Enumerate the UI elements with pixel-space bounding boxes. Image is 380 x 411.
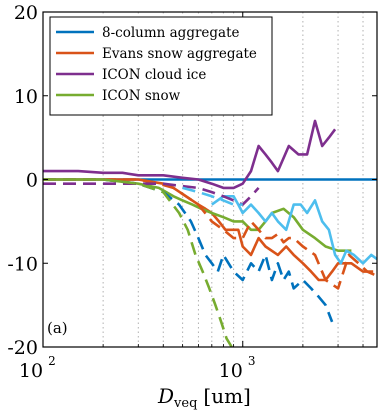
- series-layer: [43, 119, 378, 348]
- legend-box: [49, 16, 273, 116]
- panel-label: (a): [47, 319, 68, 337]
- x-tick-exponent: 2: [48, 354, 56, 368]
- series-line-4: [211, 195, 378, 265]
- legend: 8-column aggregate Evans snow aggregate IC…: [49, 16, 273, 116]
- x-tick-label: 10: [219, 360, 243, 382]
- legend-entry-1: Evans snow aggregate: [102, 46, 257, 62]
- series-line-6: [43, 178, 378, 290]
- series-line-5: [43, 178, 334, 323]
- legend-entry-0: 8-column aggregate: [102, 25, 240, 41]
- y-tick-label: 0: [26, 170, 38, 192]
- legend-entry-3: ICON snow: [102, 88, 181, 104]
- x-axis-symbol: D: [157, 384, 174, 408]
- x-axis-subscript: veq: [173, 396, 197, 411]
- series-line-8: [43, 178, 233, 348]
- y-tick-label: 20: [14, 2, 38, 24]
- series-line-2: [43, 119, 337, 190]
- legend-entry-2: ICON cloud ice: [102, 67, 206, 83]
- y-tick-label: -10: [7, 253, 38, 275]
- x-axis-label: Dveq [um]: [157, 384, 251, 411]
- series-line-3: [43, 178, 352, 252]
- x-tick-label: 10: [19, 360, 43, 382]
- x-axis-unit: [um]: [203, 384, 250, 408]
- x-tick-exponent: 3: [248, 354, 256, 368]
- y-tick-label: -20: [7, 337, 38, 359]
- y-tick-label: 10: [14, 86, 38, 108]
